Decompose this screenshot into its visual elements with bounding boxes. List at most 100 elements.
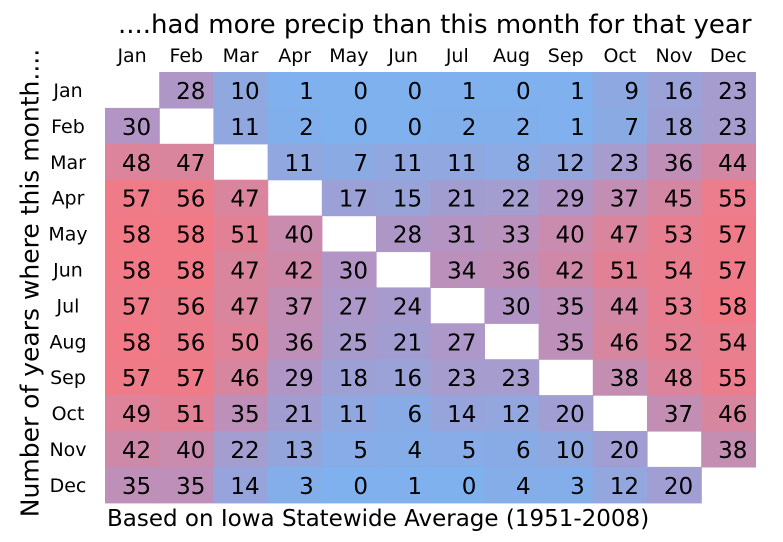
heatmap-cell <box>376 287 431 324</box>
cell-value: 33 <box>501 223 530 249</box>
cell-value: 57 <box>122 366 151 392</box>
heatmap-cell <box>430 179 485 217</box>
cell-value: 36 <box>664 151 693 177</box>
cell-value: 0 <box>353 79 368 105</box>
heatmap-cell <box>484 72 540 109</box>
column-header-mar: Mar <box>223 45 259 67</box>
row-label-jan: Jan <box>52 80 82 102</box>
cell-value: 56 <box>176 187 205 213</box>
cell-value: 5 <box>353 438 368 464</box>
row-label-may: May <box>48 224 87 246</box>
heatmap-cell <box>538 287 594 324</box>
cell-value: 23 <box>610 151 639 177</box>
heatmap-cell <box>647 466 702 504</box>
heatmap-cell <box>159 395 214 432</box>
heatmap-cell <box>538 466 594 504</box>
heatmap-cell <box>701 179 756 217</box>
heatmap-cell <box>213 466 269 504</box>
heatmap-cell <box>267 395 323 432</box>
source-note: Based on Iowa Statewide Average (1951-20… <box>107 506 650 532</box>
heatmap-cell <box>213 395 269 432</box>
heatmap-cell <box>701 251 756 288</box>
heatmap-cell <box>430 359 485 396</box>
cell-value: 48 <box>122 151 151 177</box>
heatmap-cell <box>538 143 594 181</box>
cell-value: 36 <box>501 258 530 284</box>
cell-value: 18 <box>339 366 368 392</box>
heatmap-cell <box>321 359 377 396</box>
cell-value: 58 <box>176 223 205 249</box>
heatmap-cell <box>159 323 214 360</box>
cell-value: 1 <box>299 79 314 105</box>
heatmap-cell <box>538 323 594 360</box>
heatmap-cell <box>647 287 702 324</box>
heatmap-cell <box>592 323 648 360</box>
heatmap-cell <box>430 72 485 109</box>
heatmap-cell <box>105 287 160 324</box>
heatmap-cell <box>701 359 756 396</box>
cell-value: 40 <box>176 438 205 464</box>
heatmap-cell <box>159 287 214 324</box>
heatmap-cell <box>213 251 269 288</box>
row-label-feb: Feb <box>51 116 85 138</box>
cell-value: 57 <box>122 294 151 320</box>
heatmap-cell <box>159 251 214 288</box>
heatmap-cell <box>267 72 323 109</box>
heatmap-cell <box>105 143 160 181</box>
cell-value: 0 <box>462 474 477 500</box>
cell-value: 30 <box>122 115 151 141</box>
heatmap-cell <box>321 466 377 504</box>
cell-value: 12 <box>556 151 585 177</box>
column-header-jul: Jul <box>445 45 469 67</box>
cell-value: 9 <box>624 79 639 105</box>
column-header-dec: Dec <box>710 45 747 67</box>
heatmap-cell <box>159 466 214 504</box>
heatmap-cell <box>484 431 540 468</box>
heatmap-cell <box>538 251 594 288</box>
heatmap-cell <box>321 72 377 109</box>
heatmap-cell <box>213 215 269 253</box>
cell-value: 51 <box>610 258 639 284</box>
cell-value: 35 <box>556 294 585 320</box>
column-header-sep: Sep <box>548 45 584 67</box>
heatmap-cell <box>321 323 377 360</box>
heatmap-cell <box>701 107 756 145</box>
cell-value: 40 <box>556 223 585 249</box>
column-header-jan: Jan <box>116 45 146 67</box>
cell-value: 18 <box>664 115 693 141</box>
heatmap-cell <box>159 215 214 253</box>
cell-value: 13 <box>285 438 314 464</box>
heatmap-cell <box>267 143 323 181</box>
cell-value: 16 <box>664 79 693 105</box>
cell-value: 0 <box>353 115 368 141</box>
cell-value: 8 <box>516 151 531 177</box>
heatmap-cell <box>701 72 756 109</box>
cell-value: 35 <box>176 474 205 500</box>
cell-value: 17 <box>339 187 368 213</box>
heatmap-cell <box>213 287 269 324</box>
heatmap-cell <box>484 251 540 288</box>
cell-value: 36 <box>285 330 314 356</box>
heatmap-cell <box>105 215 160 253</box>
heatmap-cell <box>592 359 648 396</box>
heatmap-cell <box>213 107 269 145</box>
heatmap-cell <box>376 466 431 504</box>
cell-value: 37 <box>664 402 693 428</box>
heatmap-cell <box>105 107 160 145</box>
cell-value: 38 <box>610 366 639 392</box>
cell-value: 23 <box>718 115 747 141</box>
heatmap-cell <box>701 431 756 468</box>
cell-value: 4 <box>408 438 423 464</box>
cell-value: 0 <box>408 115 423 141</box>
heatmap-cell <box>267 359 323 396</box>
heatmap-cell <box>213 323 269 360</box>
heatmap-cell <box>484 359 540 396</box>
heatmap-cell <box>592 72 648 109</box>
cell-value: 48 <box>664 366 693 392</box>
cell-value: 55 <box>718 366 747 392</box>
heatmap-cell <box>267 323 323 360</box>
cell-value: 56 <box>176 330 205 356</box>
heatmap-cell <box>430 466 485 504</box>
cell-value: 53 <box>664 223 693 249</box>
column-header-aug: Aug <box>493 45 530 67</box>
